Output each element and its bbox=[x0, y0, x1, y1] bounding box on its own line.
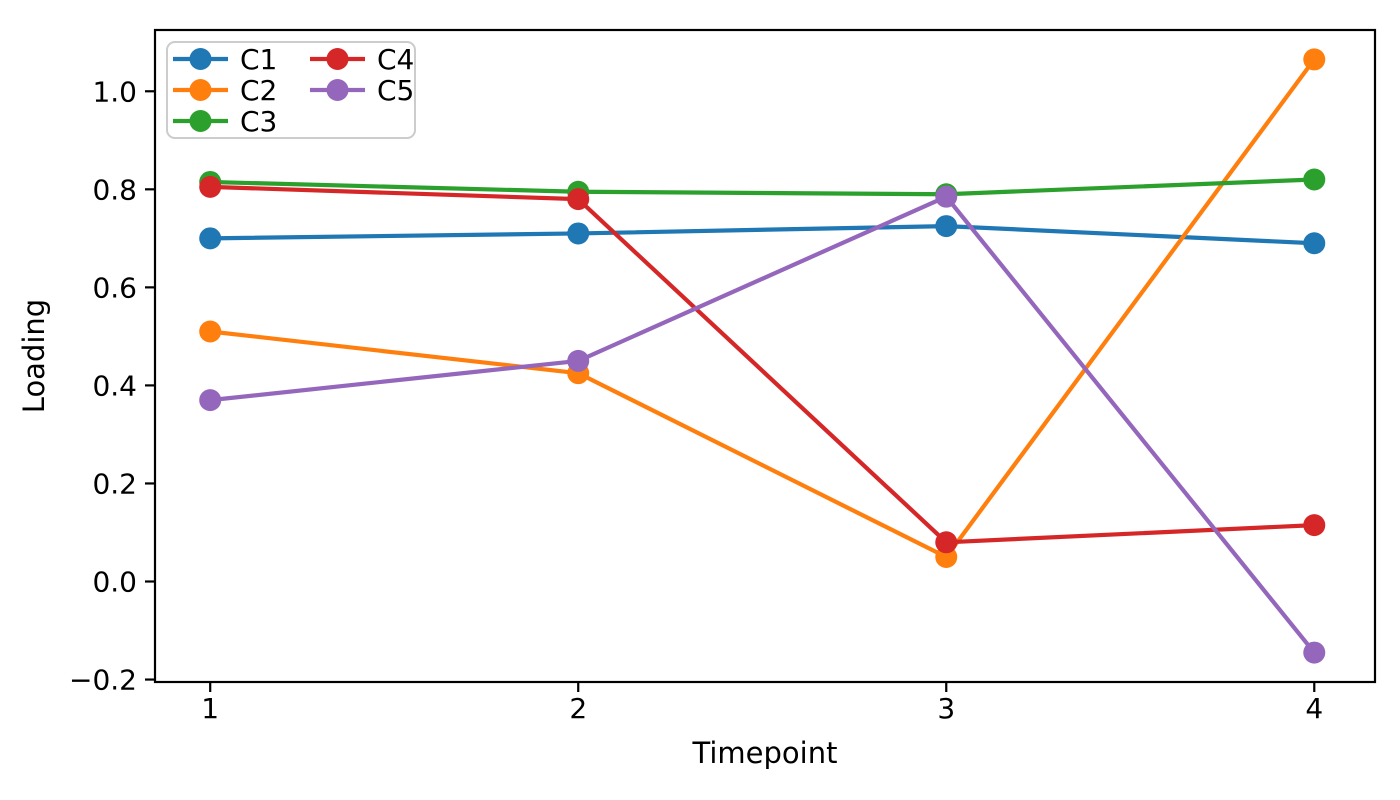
x-axis-label: Timepoint bbox=[692, 736, 838, 770]
data-point bbox=[1303, 641, 1326, 664]
y-tick-label: 1.0 bbox=[92, 75, 137, 108]
x-tick-label: 3 bbox=[937, 692, 955, 725]
legend-item-C2: C2 bbox=[173, 74, 277, 107]
legend-label: C1 bbox=[240, 43, 277, 76]
x-tick-label: 1 bbox=[201, 692, 219, 725]
series-line bbox=[208, 194, 1317, 655]
axes-spines bbox=[153, 28, 1377, 684]
legend-label: C3 bbox=[240, 105, 277, 138]
series-line bbox=[208, 223, 1317, 246]
legend-label: C5 bbox=[377, 74, 414, 107]
data-point bbox=[199, 175, 222, 198]
legend-swatch-marker bbox=[326, 79, 349, 101]
legend-swatch-marker bbox=[189, 79, 212, 101]
legend-swatch-marker bbox=[189, 48, 212, 70]
y-tick-label: 0.6 bbox=[92, 271, 137, 304]
data-point bbox=[567, 222, 590, 245]
series-C5 bbox=[199, 185, 1326, 664]
data-point bbox=[1303, 232, 1326, 255]
series-line bbox=[208, 184, 1317, 545]
y-tick-label: 0.4 bbox=[92, 369, 137, 402]
y-tick-label: 0.0 bbox=[92, 566, 137, 599]
legend-box bbox=[166, 41, 416, 139]
legend-swatch-marker bbox=[326, 48, 349, 70]
legend-item-C5: C5 bbox=[310, 74, 414, 107]
data-point bbox=[1303, 514, 1326, 537]
data-point bbox=[935, 531, 958, 554]
series-layer bbox=[199, 48, 1326, 664]
legend-label: C4 bbox=[377, 43, 414, 76]
x-tick-label: 4 bbox=[1305, 692, 1323, 725]
legend-item-C1: C1 bbox=[173, 43, 277, 76]
legend-label: C2 bbox=[240, 74, 277, 107]
spines-layer bbox=[153, 28, 1377, 684]
series-C4 bbox=[199, 175, 1326, 554]
data-point bbox=[1303, 48, 1326, 71]
series-C3 bbox=[199, 168, 1326, 206]
y-tick-label: −0.2 bbox=[69, 664, 137, 697]
x-tick-label: 2 bbox=[569, 692, 587, 725]
data-point bbox=[199, 227, 222, 250]
data-point bbox=[567, 349, 590, 372]
data-point bbox=[1303, 168, 1326, 191]
data-point bbox=[199, 320, 222, 343]
data-point bbox=[935, 215, 958, 238]
data-point bbox=[199, 389, 222, 412]
y-tick-label: 0.8 bbox=[92, 173, 137, 206]
data-point bbox=[935, 185, 958, 208]
data-point bbox=[567, 188, 590, 211]
series-C2 bbox=[199, 48, 1326, 568]
series-line bbox=[208, 177, 1317, 197]
ticks-layer: 1 2 3 4 −0.2 0.0 0.2 0.4 0.6 0.8 1.0 bbox=[69, 75, 1323, 725]
y-tick-label: 0.2 bbox=[92, 467, 137, 500]
legend-item-C4: C4 bbox=[310, 43, 414, 76]
y-axis-label: Loading bbox=[17, 299, 51, 413]
legend-swatch-marker bbox=[189, 110, 212, 132]
series-C1 bbox=[199, 215, 1326, 255]
series-line bbox=[208, 57, 1317, 560]
legend-item-C3: C3 bbox=[173, 105, 277, 138]
